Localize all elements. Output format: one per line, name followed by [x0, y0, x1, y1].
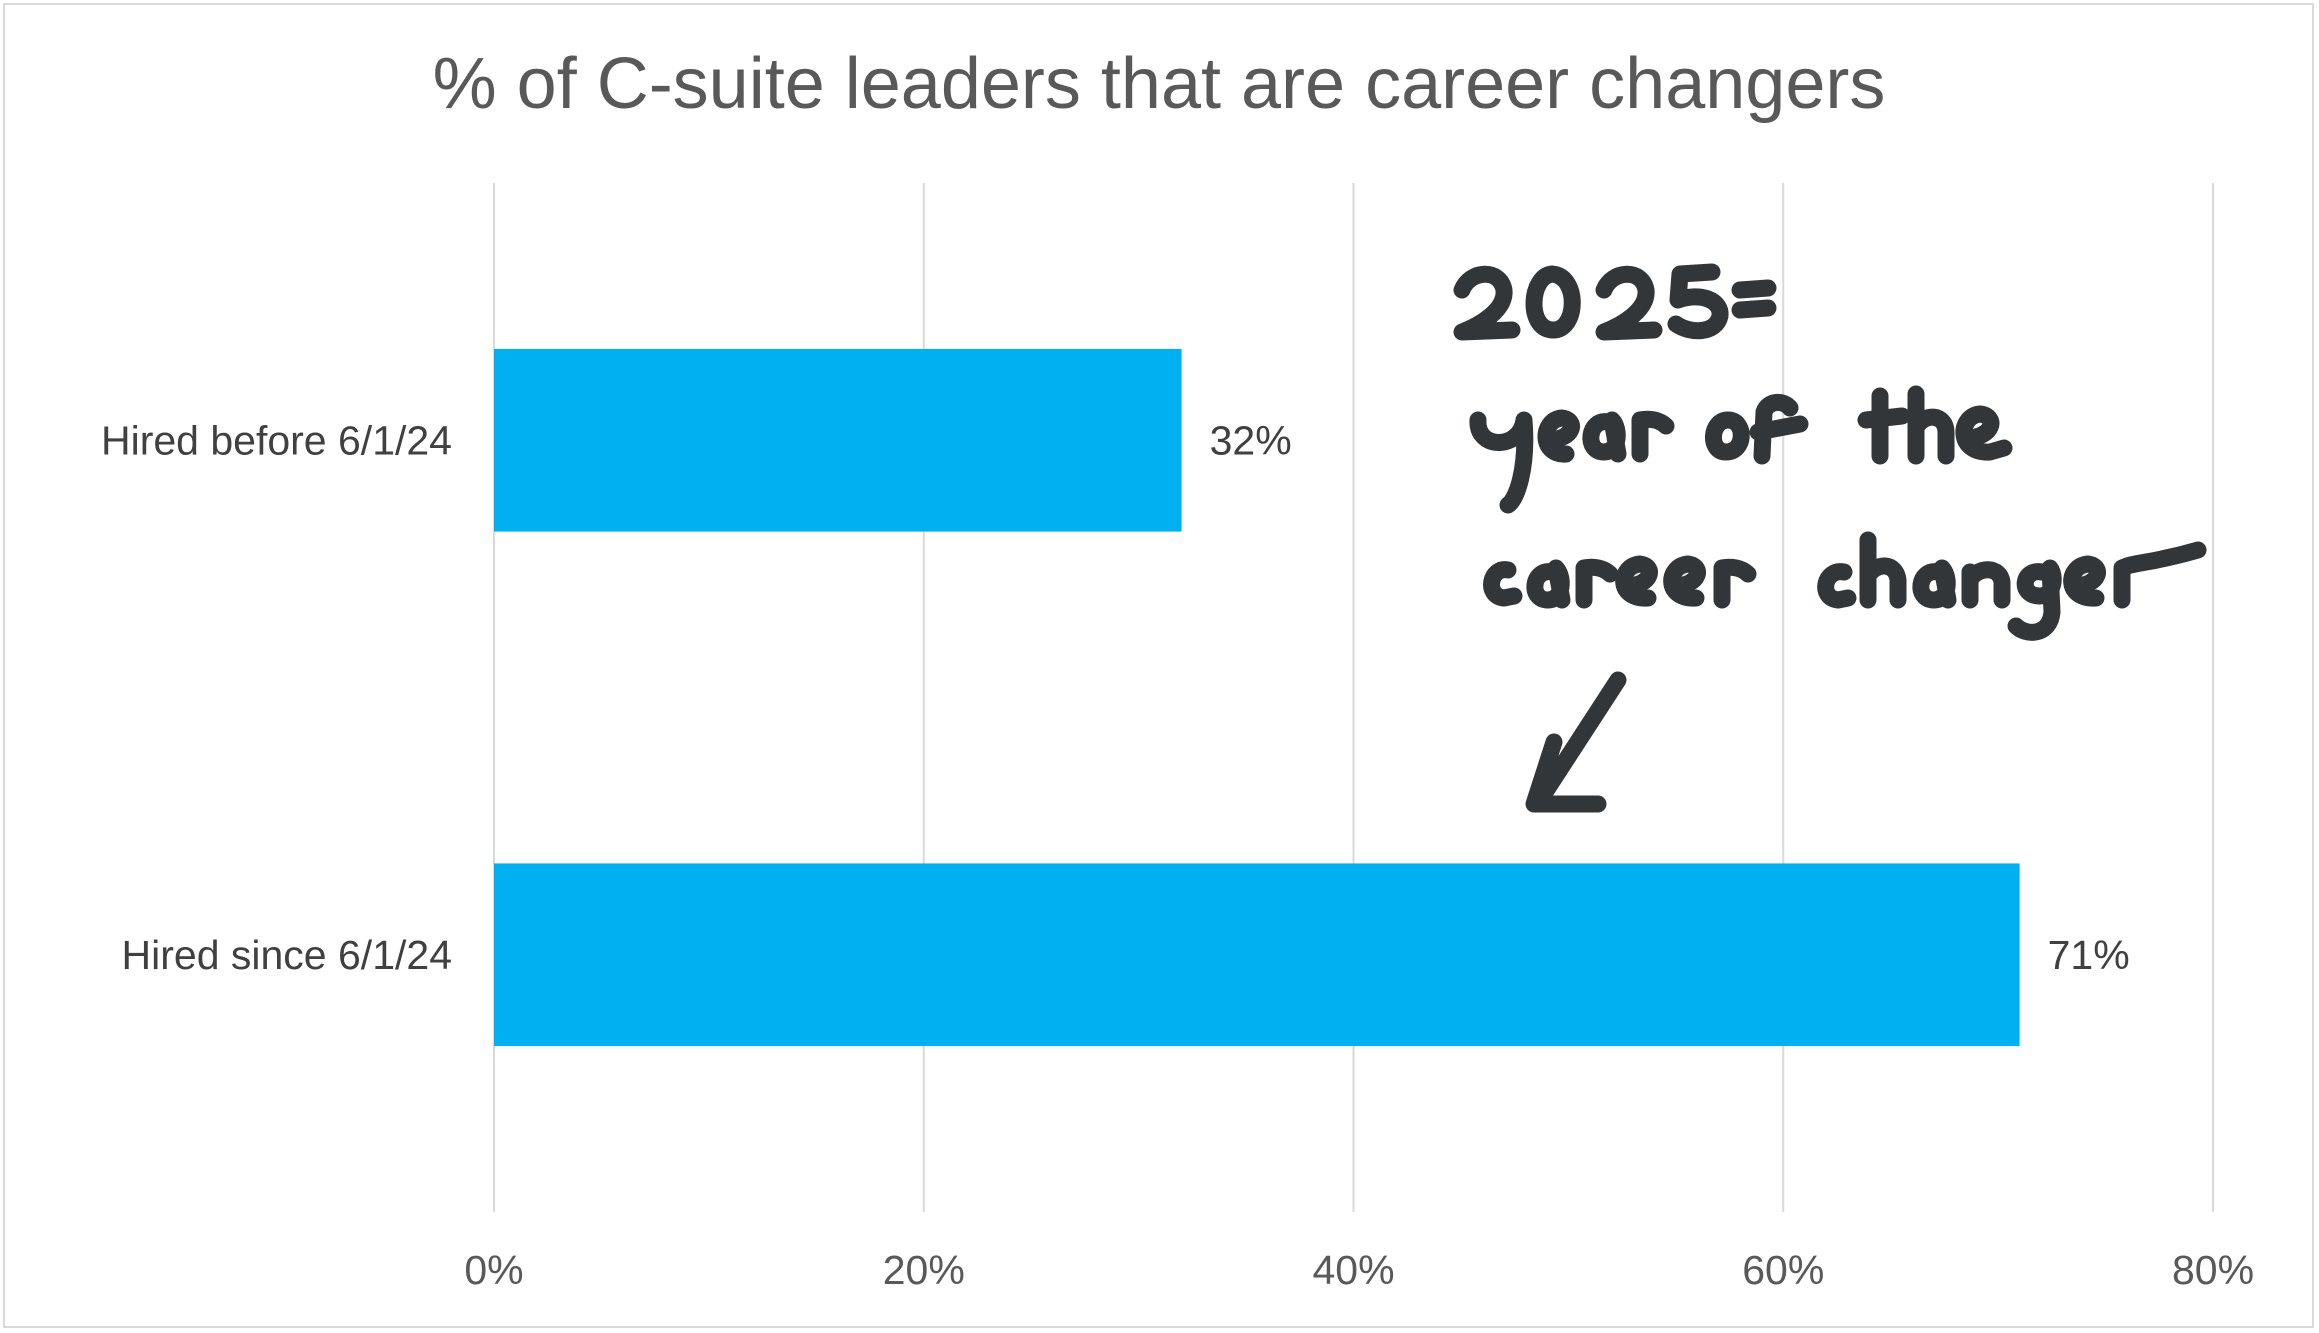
chart-frame	[3, 3, 2314, 1328]
annotation-line-3	[1483, 531, 2207, 641]
x-tick-label: 40%	[1312, 1247, 1394, 1293]
x-tick-label: 20%	[883, 1247, 965, 1293]
x-tick-label: 0%	[464, 1247, 523, 1293]
bars	[494, 348, 2020, 1047]
x-tick-label: 80%	[2172, 1247, 2254, 1293]
category-label: Hired before 6/1/24	[101, 417, 452, 463]
x-tick-label: 60%	[1742, 1247, 1824, 1293]
data-labels: 32% 71%	[1210, 417, 2130, 978]
bar	[494, 863, 2020, 1047]
annotation-line-1	[1453, 263, 1777, 341]
chart-title: % of C-suite leaders that are career cha…	[433, 44, 1886, 124]
gridlines	[493, 183, 2214, 1212]
category-label: Hired since 6/1/24	[122, 932, 452, 978]
handwritten-annotation	[1453, 263, 2207, 813]
annotation-arrow	[1525, 671, 1627, 813]
x-axis-ticks: 0% 20% 40% 60% 80%	[464, 1247, 2254, 1293]
bar	[494, 348, 1182, 532]
category-labels: Hired before 6/1/24 Hired since 6/1/24	[101, 417, 452, 978]
bar-data-label: 71%	[2048, 932, 2130, 978]
annotation-line-2	[1469, 385, 2013, 514]
bar-data-label: 32%	[1210, 417, 1292, 463]
